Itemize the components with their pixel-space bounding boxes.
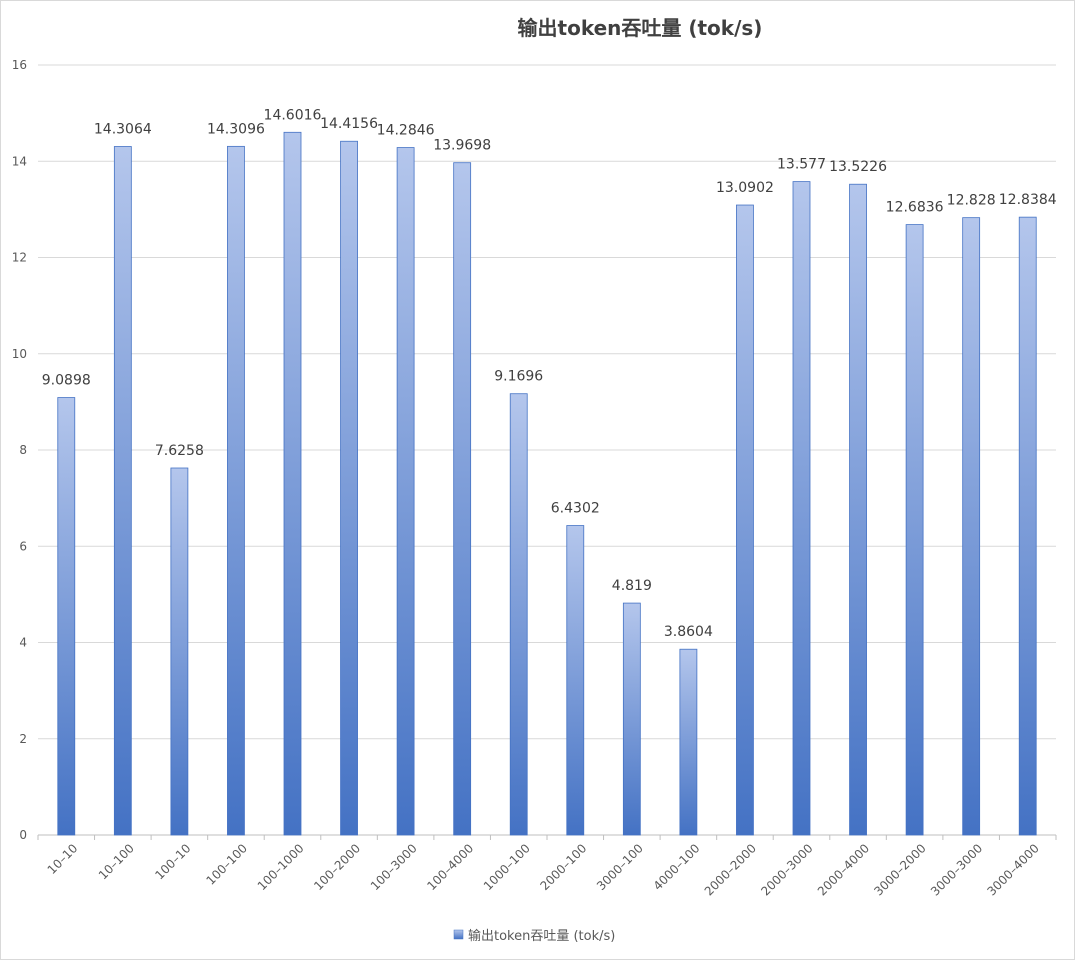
data-label: 3.8604 (664, 624, 713, 640)
data-label: 12.6836 (886, 200, 944, 216)
bar (113, 146, 132, 836)
legend: 输出token吞吐量 (tok/s) (453, 928, 615, 944)
x-tick-label: 3000–2000 (871, 841, 928, 898)
bar (622, 602, 641, 836)
x-tick-label: 100–2000 (311, 841, 363, 893)
x-axis-ticks: 10–10 10–100 100–10 100–100 100–1000 100–2000… (37, 835, 1057, 899)
x-tick-label: 2000–4000 (815, 841, 872, 898)
y-tick-label: 10 (12, 347, 27, 361)
data-label: 14.3096 (207, 121, 265, 137)
chart-title: 输出token吞吐量 (tok/s) (518, 16, 763, 40)
x-tick-label: 100–100 (204, 841, 251, 888)
bars (57, 131, 1037, 836)
x-tick-label: 2000–3000 (758, 841, 815, 898)
y-tick-label: 6 (19, 539, 27, 553)
data-label: 6.4302 (551, 501, 600, 517)
data-label: 12.828 (947, 193, 996, 209)
data-label: 14.6016 (264, 107, 322, 123)
y-tick-label: 8 (19, 443, 27, 457)
x-tick-label: 3000–3000 (928, 841, 985, 898)
bar (170, 467, 189, 836)
x-tick-label: 2000–100 (537, 841, 589, 893)
bar (679, 648, 698, 836)
bar (849, 183, 867, 836)
bar (566, 525, 585, 836)
x-tick-label: 10–100 (96, 841, 137, 882)
data-label: 9.0898 (42, 373, 91, 389)
bar (736, 204, 754, 836)
bar (905, 224, 924, 836)
bar (792, 181, 811, 836)
bar (1018, 216, 1037, 836)
x-tick-label: 100–3000 (368, 841, 420, 893)
y-tick-label: 14 (12, 154, 27, 168)
y-axis-ticks: 0 2 4 6 8 10 12 14 16 (12, 58, 27, 842)
bar (453, 162, 472, 836)
y-tick-label: 16 (12, 58, 27, 72)
legend-swatch (453, 929, 464, 940)
y-tick-label: 4 (19, 636, 27, 650)
x-tick-label: 3000–4000 (985, 841, 1042, 898)
x-tick-label: 4000–100 (651, 841, 703, 893)
bar (340, 140, 358, 836)
data-label: 14.2846 (377, 123, 435, 139)
data-label: 13.0902 (716, 180, 774, 196)
bar (396, 147, 415, 836)
data-label: 12.8384 (999, 192, 1057, 208)
y-tick-label: 0 (19, 828, 27, 842)
bar (962, 217, 981, 836)
bar (227, 145, 245, 836)
data-label: 13.577 (777, 157, 826, 173)
x-tick-label: 3000–100 (594, 841, 646, 893)
legend-label: 输出token吞吐量 (tok/s) (468, 928, 615, 944)
data-label: 13.5226 (829, 159, 887, 175)
y-tick-label: 2 (19, 732, 27, 746)
x-tick-label: 2000–2000 (702, 841, 759, 898)
data-label: 14.4156 (320, 116, 378, 132)
bar (57, 397, 76, 836)
data-label: 13.9698 (433, 138, 491, 154)
x-tick-label: 1000–100 (481, 841, 533, 893)
bar (509, 393, 528, 836)
data-label: 7.6258 (155, 443, 204, 459)
bar (283, 131, 302, 836)
x-tick-label: 100–1000 (255, 841, 307, 893)
x-tick-label: 100–10 (152, 841, 193, 882)
x-tick-label: 100–4000 (424, 841, 476, 893)
data-label: 14.3064 (94, 122, 152, 138)
data-label: 9.1696 (494, 369, 543, 385)
x-tick-label: 10–10 (45, 841, 81, 877)
data-label: 4.819 (612, 578, 652, 594)
data-labels: 9.0898 14.3064 7.6258 14.309614.601614.4156… (42, 107, 1057, 640)
y-tick-label: 12 (12, 251, 27, 265)
